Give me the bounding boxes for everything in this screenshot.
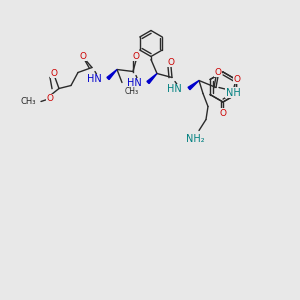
Text: HN: HN <box>167 85 182 94</box>
Text: HN: HN <box>127 79 142 88</box>
Text: O: O <box>233 75 241 84</box>
Polygon shape <box>107 70 117 80</box>
Text: NH: NH <box>226 88 240 98</box>
Text: CH₃: CH₃ <box>125 86 139 95</box>
Text: NH₂: NH₂ <box>186 134 204 145</box>
Polygon shape <box>188 80 199 90</box>
Text: O: O <box>133 52 140 61</box>
Polygon shape <box>147 74 157 84</box>
Text: O: O <box>214 68 221 77</box>
Text: O: O <box>220 109 226 118</box>
Text: O: O <box>50 69 58 78</box>
Text: O: O <box>167 58 175 67</box>
Text: O: O <box>80 52 86 61</box>
Text: O: O <box>46 94 53 103</box>
Text: CH₃: CH₃ <box>20 97 36 106</box>
Text: HN: HN <box>87 74 102 85</box>
